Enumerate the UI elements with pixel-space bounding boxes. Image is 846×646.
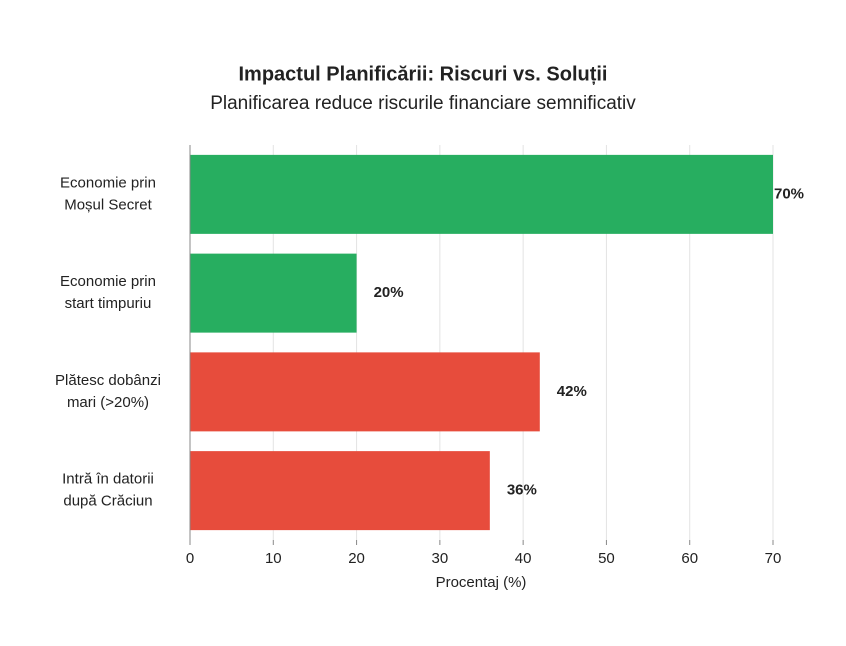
y-tick-label: Economie prin Moșul Secret [60, 174, 156, 213]
data-label: 20% [374, 284, 404, 301]
x-tick-label: 40 [515, 550, 532, 567]
x-tick-label: 20 [348, 550, 365, 567]
x-tick-label: 70 [765, 550, 782, 567]
data-label: 70% [774, 185, 804, 202]
y-tick-label: Plătesc dobânzi mari (>20%) [55, 372, 161, 411]
data-label: 36% [507, 482, 537, 499]
x-tick-label: 60 [681, 550, 698, 567]
data-label: 42% [557, 383, 587, 400]
bar [190, 451, 490, 531]
x-axis-label: Procentaj (%) [436, 574, 527, 591]
bar [190, 154, 773, 234]
y-tick-label: Economie prin start timpuriu [60, 273, 156, 312]
bar [190, 253, 357, 333]
chart-subtitle: Planificarea reduce riscurile financiare… [210, 93, 636, 114]
x-tick-label: 10 [265, 550, 282, 567]
x-tick-label: 50 [598, 550, 615, 567]
x-tick-label: 0 [186, 550, 194, 567]
x-tick-label: 30 [432, 550, 449, 567]
bar [190, 352, 540, 432]
chart-title: Impactul Planificării: Riscuri vs. Soluț… [239, 63, 608, 85]
y-tick-label: Intră în datorii după Crăciun [62, 471, 154, 510]
